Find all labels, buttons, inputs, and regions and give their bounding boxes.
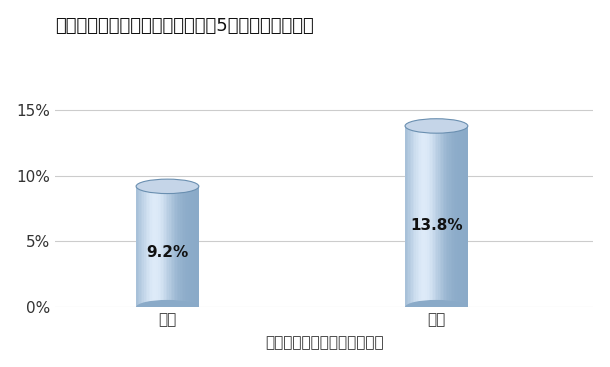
Bar	[452, 126, 454, 307]
Bar	[422, 126, 424, 307]
Bar	[174, 186, 175, 307]
Ellipse shape	[405, 119, 468, 133]
Bar	[443, 126, 444, 307]
Text: 塩酸リトドリン使用の有無による5歳時の喘息有症率: 塩酸リトドリン使用の有無による5歳時の喘息有症率	[56, 17, 314, 34]
Bar	[185, 186, 186, 307]
Bar	[142, 186, 144, 307]
Bar	[447, 126, 449, 307]
Bar	[191, 186, 193, 307]
Bar	[157, 186, 158, 307]
Bar	[460, 126, 462, 307]
Bar	[182, 186, 183, 307]
Bar	[432, 126, 433, 307]
Bar	[466, 126, 468, 307]
Bar	[440, 126, 441, 307]
Bar	[449, 126, 451, 307]
Bar	[454, 126, 455, 307]
Bar	[430, 126, 432, 307]
Bar	[421, 126, 422, 307]
Text: 9.2%: 9.2%	[146, 245, 188, 260]
Bar	[153, 186, 155, 307]
Bar	[183, 186, 185, 307]
Bar	[414, 126, 416, 307]
Bar	[160, 186, 161, 307]
Bar	[438, 126, 440, 307]
Bar	[158, 186, 160, 307]
Bar	[171, 186, 172, 307]
Text: 13.8%: 13.8%	[410, 218, 463, 233]
Bar	[146, 186, 147, 307]
Bar	[186, 186, 188, 307]
Bar	[416, 126, 418, 307]
Bar	[152, 186, 153, 307]
Ellipse shape	[136, 300, 199, 315]
Bar	[444, 126, 446, 307]
Bar	[419, 126, 421, 307]
Bar	[418, 126, 419, 307]
Bar	[155, 186, 157, 307]
Bar	[451, 126, 452, 307]
Ellipse shape	[136, 179, 199, 193]
Bar	[163, 186, 164, 307]
Bar	[433, 126, 435, 307]
Bar	[462, 126, 463, 307]
Bar	[424, 126, 425, 307]
Bar	[136, 186, 138, 307]
Bar	[179, 186, 180, 307]
Bar	[161, 186, 163, 307]
Bar	[149, 186, 150, 307]
Bar	[175, 186, 177, 307]
Ellipse shape	[405, 300, 468, 315]
Bar	[193, 186, 194, 307]
Bar	[441, 126, 443, 307]
Bar	[177, 186, 179, 307]
Bar	[446, 126, 447, 307]
Bar	[164, 186, 166, 307]
Bar	[196, 186, 197, 307]
Bar	[144, 186, 146, 307]
Bar	[427, 126, 429, 307]
Bar	[405, 126, 407, 307]
Bar	[147, 186, 149, 307]
Bar	[411, 126, 413, 307]
X-axis label: 妊娠中の塩酸リトドリン使用: 妊娠中の塩酸リトドリン使用	[265, 335, 384, 350]
Bar	[197, 186, 199, 307]
Bar	[172, 186, 174, 307]
Bar	[180, 186, 182, 307]
Bar	[190, 186, 191, 307]
Bar	[407, 126, 408, 307]
Bar	[413, 126, 414, 307]
Bar	[166, 186, 168, 307]
Bar	[465, 126, 466, 307]
Bar	[168, 186, 169, 307]
Bar	[139, 186, 141, 307]
Bar	[150, 186, 152, 307]
Bar	[435, 126, 436, 307]
Bar	[194, 186, 196, 307]
Bar	[457, 126, 458, 307]
Bar	[410, 126, 411, 307]
Bar	[436, 126, 438, 307]
Bar	[463, 126, 465, 307]
Bar	[429, 126, 430, 307]
Bar	[188, 186, 190, 307]
Bar	[141, 186, 142, 307]
Bar	[458, 126, 460, 307]
Bar	[408, 126, 410, 307]
Bar	[138, 186, 139, 307]
Bar	[169, 186, 171, 307]
Bar	[425, 126, 427, 307]
Bar	[455, 126, 457, 307]
